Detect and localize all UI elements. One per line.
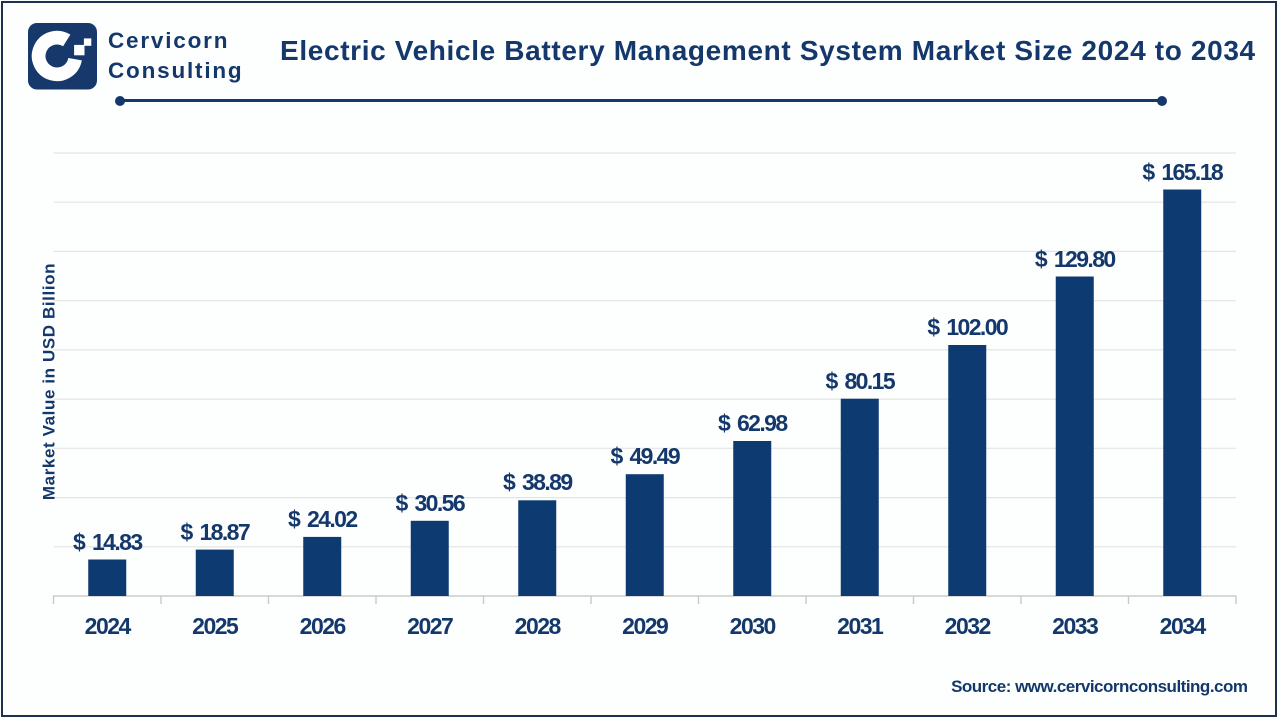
svg-text:Market Value in USD Billion: Market Value in USD Billion [40,263,59,500]
